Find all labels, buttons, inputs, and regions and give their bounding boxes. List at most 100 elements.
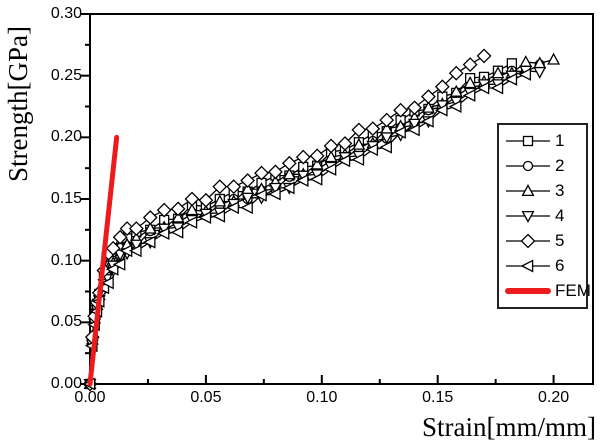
diamond-marker-icon (520, 233, 536, 249)
triangle-down-marker-icon (113, 249, 127, 262)
series-1-line (89, 62, 513, 385)
legend-item-FEM: FEM (505, 280, 591, 302)
triangle-left-marker-icon (365, 143, 379, 157)
triangle-up-marker-icon (324, 150, 338, 163)
triangle-down-marker-icon (521, 210, 535, 223)
triangle-left-marker-icon (198, 211, 212, 224)
diamond-marker-icon (142, 210, 158, 225)
x-tick-label: 0.20 (538, 389, 570, 406)
diamond-marker-icon (379, 112, 395, 128)
diamond-marker-icon (170, 201, 186, 217)
diamond-marker-icon (295, 149, 311, 165)
legend-label: 1 (555, 130, 565, 150)
legend-label: 6 (555, 256, 565, 276)
triangle-left-marker-icon (105, 262, 119, 276)
diamond-marker-icon (351, 122, 367, 138)
triangle-left-marker-icon (309, 172, 323, 186)
triangle-down-marker-icon (380, 132, 394, 145)
triangle-up-marker-icon (421, 100, 435, 113)
y-tick-label: 0.05 (50, 313, 82, 331)
plot-frame (89, 13, 594, 385)
y-tick-label: 0.15 (50, 190, 82, 207)
triangle-left-marker-icon (142, 235, 156, 249)
series-4-line (89, 70, 540, 385)
triangle-up-marker-icon (185, 203, 199, 216)
triangle-up-marker-icon (519, 55, 533, 68)
triangle-up-marker-icon (463, 76, 477, 89)
triangle-left-marker-icon (520, 259, 534, 273)
legend-label: 3 (555, 180, 565, 200)
triangle-up-marker-icon (310, 157, 324, 170)
series-3-sample (506, 183, 550, 196)
diamond-marker-icon (407, 100, 422, 116)
triangle-left-marker-icon (268, 187, 281, 201)
legend-label: 2 (555, 155, 565, 175)
diamond-marker-icon (337, 136, 353, 151)
diamond-marker-icon (476, 48, 492, 64)
triangle-left-marker-icon (476, 81, 490, 95)
triangle-down-marker-icon (533, 66, 547, 79)
triangle-down-marker-icon (129, 239, 143, 252)
triangle-left-marker-icon (240, 201, 253, 215)
y-tick-label: 0.20 (50, 128, 82, 146)
triangle-up-marker-icon (491, 66, 505, 79)
legend-item-5: 5 (505, 230, 586, 252)
y-tick-label: 0.10 (50, 251, 82, 269)
diamond-marker-icon (421, 89, 436, 105)
fem-line-sample (505, 288, 551, 295)
triangle-left-marker-icon (518, 67, 532, 81)
series-4-sample (506, 210, 550, 223)
triangle-left-marker-icon (490, 81, 504, 95)
y-tick-label: 0.25 (50, 66, 82, 84)
diamond-marker-icon (212, 179, 228, 195)
triangle-left-marker-icon (184, 215, 198, 229)
series-5-sample (506, 233, 550, 249)
diamond-marker-icon (365, 121, 381, 137)
triangle-left-marker-icon (420, 114, 434, 128)
diamond-marker-icon (281, 155, 297, 171)
legend-item-3: 3 (505, 180, 586, 202)
diamond-marker-icon (156, 202, 172, 218)
triangle-left-marker-icon (351, 153, 365, 166)
diamond-marker-icon (226, 179, 242, 195)
diamond-marker-icon (112, 229, 128, 245)
triangle-down-marker-icon (408, 118, 422, 131)
triangle-left-marker-icon (448, 100, 462, 113)
diamond-marker-icon (393, 102, 409, 118)
triangle-left-marker-icon (128, 244, 142, 258)
diamond-marker-icon (268, 164, 283, 180)
triangle-left-marker-icon (112, 257, 126, 271)
diamond-marker-icon (240, 173, 256, 188)
fem-line (87, 134, 120, 387)
triangle-up-marker-icon (521, 183, 535, 196)
triangle-down-marker-icon (268, 182, 282, 195)
triangle-up-marker-icon (547, 52, 561, 65)
x-axis-title: Strain[mm/mm] (422, 412, 596, 442)
triangle-left-marker-icon (434, 103, 448, 117)
triangle-up-marker-icon (143, 221, 157, 234)
triangle-up-marker-icon (282, 167, 296, 180)
y-tick-label: 0.30 (50, 5, 82, 22)
diamond-marker-icon (184, 191, 200, 207)
diamond-marker-icon (309, 148, 325, 164)
triangle-up-marker-icon (449, 84, 463, 97)
triangle-left-marker-icon (156, 227, 170, 240)
diamond-marker-icon (254, 165, 269, 181)
triangle-left-marker-icon (212, 209, 226, 223)
triangle-left-marker-icon (393, 125, 406, 139)
series-2-sample (506, 160, 550, 171)
triangle-left-marker-icon (281, 181, 295, 195)
triangle-left-marker-icon (337, 154, 351, 168)
y-axis-title: Strength[GPa] (3, 26, 33, 182)
triangle-left-marker-icon (254, 188, 267, 202)
triangle-left-marker-icon (295, 174, 309, 187)
legend-item-2: 2 (505, 155, 586, 177)
legend-item-1: 1 (505, 130, 586, 152)
series-6-sample (506, 259, 550, 273)
triangle-left-marker-icon (323, 162, 337, 176)
series-1-sample (506, 135, 550, 146)
triangle-up-marker-icon (213, 194, 227, 207)
series-3-markers (83, 52, 561, 390)
